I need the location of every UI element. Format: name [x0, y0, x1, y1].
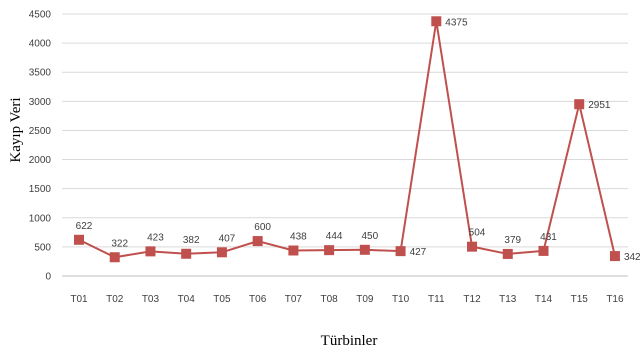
y-tick-label: 0 — [45, 272, 51, 283]
data-point-marker — [109, 252, 120, 263]
x-tick-label: T06 — [249, 294, 267, 305]
x-tick-label: T08 — [320, 294, 338, 305]
x-tick-label: T10 — [392, 294, 410, 305]
y-tick-label: 3500 — [29, 68, 52, 79]
data-label: 444 — [326, 231, 343, 242]
y-tick-label: 4500 — [29, 10, 52, 21]
y-tick-label: 1500 — [29, 184, 52, 195]
data-point-marker — [216, 247, 227, 258]
data-point-marker — [395, 246, 406, 257]
markers-group — [74, 16, 620, 263]
series-line — [78, 20, 616, 259]
data-label: 379 — [504, 235, 521, 246]
x-tick-label: T03 — [142, 294, 160, 305]
data-labels-group: 622 322 423 382 407 600 438 444 450 427 4375 504 379… — [76, 17, 641, 263]
y-tick-label: 4000 — [29, 39, 52, 50]
data-point-marker — [288, 245, 299, 256]
data-label: 322 — [111, 238, 128, 249]
x-tick-label: T07 — [285, 294, 303, 305]
x-tick-label: T05 — [213, 294, 231, 305]
data-point-marker — [609, 251, 620, 262]
x-axis-ticks: T01 T02 T03 T04 T05 T06 T07 T08 T09 T10 T11 T12 T13 T… — [70, 294, 624, 305]
x-tick-label: T16 — [606, 294, 624, 305]
data-point-marker — [538, 245, 549, 256]
data-point-marker — [324, 245, 335, 256]
data-point-marker — [145, 246, 156, 257]
data-point-marker — [431, 16, 442, 27]
x-tick-label: T13 — [499, 294, 517, 305]
data-label: 622 — [76, 221, 93, 232]
y-tick-label: 1000 — [29, 213, 52, 224]
series-line-group — [78, 20, 616, 259]
data-point-marker — [574, 99, 585, 110]
y-tick-label: 2500 — [29, 126, 52, 137]
data-label: 407 — [219, 233, 236, 244]
data-label: 431 — [540, 232, 557, 243]
x-tick-label: T15 — [571, 294, 589, 305]
data-point-marker — [74, 234, 84, 245]
y-tick-label: 500 — [34, 242, 51, 253]
x-tick-label: T09 — [356, 294, 374, 305]
data-label: 342 — [624, 252, 641, 263]
x-tick-label: T01 — [70, 294, 88, 305]
data-label: 450 — [361, 231, 378, 242]
data-label: 600 — [254, 222, 271, 233]
data-point-marker — [252, 236, 263, 247]
data-label: 438 — [290, 231, 307, 242]
x-tick-label: T11 — [428, 294, 445, 305]
y-axis-title: Kayıp Veri — [8, 97, 24, 162]
y-axis-ticks: 0 500 1000 1500 2000 2500 3000 3500 4000 4500 — [29, 10, 52, 283]
data-label: 423 — [147, 232, 164, 243]
x-tick-label: T02 — [106, 294, 124, 305]
data-label: 2951 — [588, 100, 611, 111]
x-tick-label: T14 — [535, 294, 553, 305]
data-point-marker — [502, 248, 513, 259]
data-point-marker — [359, 244, 370, 255]
data-label: 4375 — [445, 17, 468, 28]
data-label: 427 — [410, 247, 427, 258]
x-tick-label: T12 — [463, 294, 481, 305]
data-label: 382 — [183, 235, 200, 246]
grid-lines — [62, 13, 628, 277]
data-point-marker — [467, 241, 478, 252]
x-axis-title: Türbinler — [321, 333, 378, 349]
x-tick-label: T04 — [178, 294, 196, 305]
y-tick-label: 2000 — [29, 155, 52, 166]
y-tick-label: 3000 — [29, 97, 52, 108]
data-label: 504 — [469, 228, 486, 239]
data-point-marker — [181, 248, 192, 259]
